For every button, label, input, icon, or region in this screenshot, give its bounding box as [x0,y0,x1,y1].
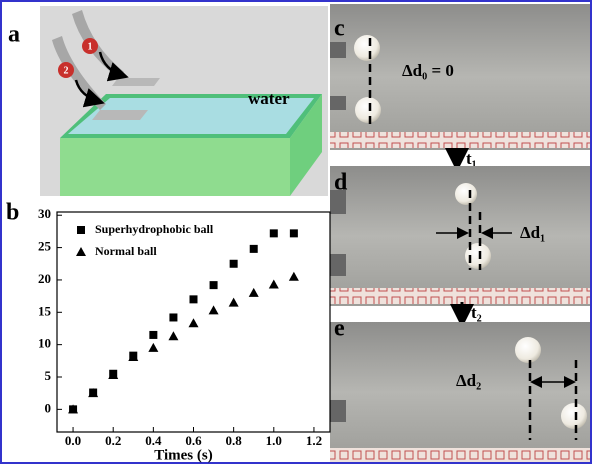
x-tick-label: 0.4 [145,433,162,448]
panel-label: b [6,200,19,226]
ball [354,35,380,61]
panel-label: a [8,22,20,48]
ruler [330,132,590,148]
slot [330,42,346,58]
panel-a: 1 2 water a [8,6,328,196]
legend-label: Normal ball [95,244,157,258]
slot [330,400,346,422]
panel-label: e [334,316,345,342]
time-label: t₁ [466,149,477,168]
marker [190,295,198,303]
ruler [330,288,590,304]
annotation: Δd₀ = 0 [402,61,454,80]
x-axis-label: Times (s) [154,447,212,463]
ball [515,337,541,363]
marker [230,260,238,268]
x-tick-label: 1.0 [266,433,282,448]
x-tick-label: 1.2 [306,433,322,448]
ledge-2 [92,110,148,120]
marker [290,229,298,237]
panel-label: d [334,170,348,196]
slot [330,96,346,110]
legend-label: Superhydrophobic ball [95,222,214,236]
ruler [330,448,590,462]
panel-c: Δd₀ = 0 c [330,4,590,150]
ledge-1 [112,78,160,86]
ball [355,97,381,123]
x-tick-label: 0.6 [185,433,202,448]
annotation: Δd₁ [520,223,545,242]
y-tick-label: 15 [38,303,52,318]
ball [561,403,587,429]
y-tick-label: 0 [45,400,52,415]
x-tick-label: 0.0 [65,433,81,448]
photo [330,322,590,462]
y-tick-label: 5 [45,368,52,383]
y-tick-label: 30 [38,206,51,221]
marker [149,331,157,339]
x-tick-label: 0.2 [105,433,121,448]
marker [250,245,258,253]
marker [270,229,278,237]
panel-e: Δd₂ e [330,316,590,463]
marker [210,281,218,289]
panel-d: Δd₁ d [330,166,590,306]
panel-label: c [334,16,345,42]
legend-marker [77,226,85,234]
ball [455,183,477,205]
tank-front [60,138,290,196]
x-tick-label: 0.8 [226,433,243,448]
y-tick-label: 20 [38,271,51,286]
time-label: t₂ [471,303,482,322]
y-tick-label: 25 [38,239,52,254]
slot [330,254,346,276]
ball-label: 2 [64,65,69,76]
marker [169,313,177,321]
figure: 1 2 water a b Δd₀ = 0 c t₁ Δd₁ d t₂ [0,0,592,464]
water-label: water [248,89,290,108]
annotation: Δd₂ [456,371,481,390]
y-tick-label: 10 [38,336,51,351]
ball-label: 1 [88,41,93,52]
